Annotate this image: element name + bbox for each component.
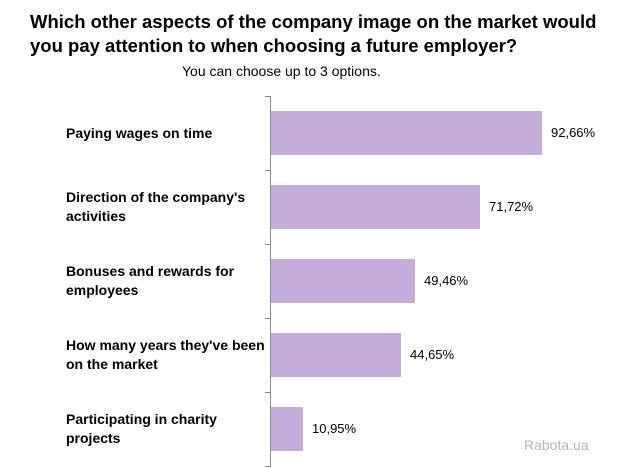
category-label: Participating in charity projects xyxy=(66,411,217,446)
axis-tick xyxy=(265,392,271,393)
bar xyxy=(271,259,415,303)
watermark: Rabota.ua xyxy=(524,437,589,453)
category-axis xyxy=(270,96,271,466)
axis-tick xyxy=(265,466,271,467)
chart-subtitle: You can choose up to 3 options. xyxy=(182,63,381,79)
bar xyxy=(271,407,303,451)
axis-tick xyxy=(265,318,271,319)
data-label: 92,66% xyxy=(551,125,596,140)
bar xyxy=(271,111,542,155)
axis-tick xyxy=(265,244,271,245)
data-label: 44,65% xyxy=(410,347,455,362)
category-label: Bonuses and rewards for employees xyxy=(66,263,235,298)
axis-tick xyxy=(265,170,271,171)
data-label: 71,72% xyxy=(489,199,534,214)
category-label: How many years they've been on the marke… xyxy=(66,337,265,372)
axis-tick xyxy=(265,96,271,97)
category-label: Direction of the company's activities xyxy=(66,189,246,224)
data-label: 49,46% xyxy=(424,273,469,288)
data-label: 10,95% xyxy=(312,421,357,436)
chart-title: Which other aspects of the company image… xyxy=(30,11,597,56)
bar xyxy=(271,333,401,377)
bar xyxy=(271,185,480,229)
category-label: Paying wages on time xyxy=(66,124,213,141)
